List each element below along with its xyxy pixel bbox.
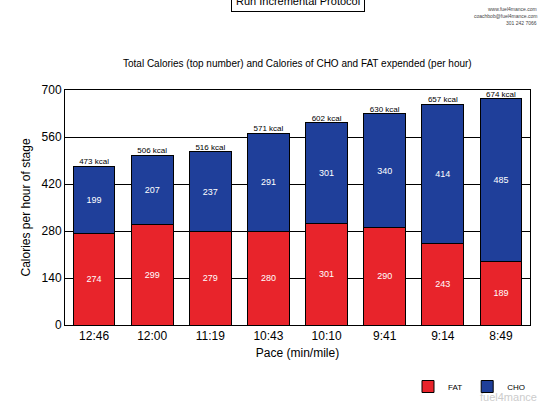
svg-text:560: 560: [42, 130, 62, 144]
svg-text:Calories per hour of stage: Calories per hour of stage: [19, 138, 33, 276]
svg-text:237: 237: [203, 187, 218, 197]
svg-text:420: 420: [42, 177, 62, 191]
svg-text:199: 199: [87, 195, 102, 205]
svg-text:10:10: 10:10: [312, 329, 342, 343]
svg-text:516 kcal: 516 kcal: [195, 143, 225, 152]
svg-text:280: 280: [261, 273, 276, 283]
svg-text:9:41: 9:41: [373, 329, 397, 343]
svg-text:189: 189: [493, 288, 508, 298]
svg-text:140: 140: [42, 271, 62, 285]
svg-text:485: 485: [493, 175, 508, 185]
svg-text:Pace (min/mile): Pace (min/mile): [256, 346, 339, 360]
svg-text:0: 0: [55, 318, 62, 332]
svg-text:301: 301: [319, 168, 334, 178]
svg-text:414: 414: [435, 169, 450, 179]
svg-text:291: 291: [261, 177, 276, 187]
svg-text:8:49: 8:49: [489, 329, 513, 343]
svg-text:12:00: 12:00: [137, 329, 167, 343]
svg-text:CHO: CHO: [507, 383, 525, 392]
svg-text:Total Calories (top number) an: Total Calories (top number) and Calories…: [123, 58, 472, 69]
svg-text:274: 274: [87, 274, 102, 284]
svg-text:coachbob@fuel4mance.com: coachbob@fuel4mance.com: [474, 13, 537, 19]
svg-text:fuel4mance: fuel4mance: [480, 391, 537, 403]
svg-text:11:19: 11:19: [196, 329, 225, 343]
svg-text:700: 700: [42, 83, 62, 97]
svg-text:FAT: FAT: [448, 383, 462, 392]
svg-text:602 kcal: 602 kcal: [312, 114, 342, 123]
svg-text:340: 340: [377, 166, 392, 176]
svg-text:12:46: 12:46: [79, 329, 109, 343]
svg-text:301 242 7066: 301 242 7066: [506, 20, 537, 26]
svg-text:506 kcal: 506 kcal: [137, 146, 167, 155]
svg-text:290: 290: [377, 271, 392, 281]
svg-text:243: 243: [435, 279, 450, 289]
svg-text:207: 207: [145, 185, 160, 195]
svg-text:630 kcal: 630 kcal: [370, 105, 400, 114]
svg-text:473 kcal: 473 kcal: [79, 157, 109, 166]
svg-text:Run Incremental Protocol: Run Incremental Protocol: [236, 0, 360, 7]
svg-text:674 kcal: 674 kcal: [486, 90, 516, 99]
svg-text:www.fuel4mance.com: www.fuel4mance.com: [488, 6, 537, 12]
svg-text:571 kcal: 571 kcal: [254, 124, 284, 133]
svg-text:10:43: 10:43: [253, 329, 283, 343]
svg-text:657 kcal: 657 kcal: [428, 95, 458, 104]
svg-text:9:14: 9:14: [431, 329, 455, 343]
svg-text:279: 279: [203, 273, 218, 283]
svg-text:301: 301: [319, 269, 334, 279]
svg-text:280: 280: [42, 224, 62, 238]
svg-text:299: 299: [145, 270, 160, 280]
